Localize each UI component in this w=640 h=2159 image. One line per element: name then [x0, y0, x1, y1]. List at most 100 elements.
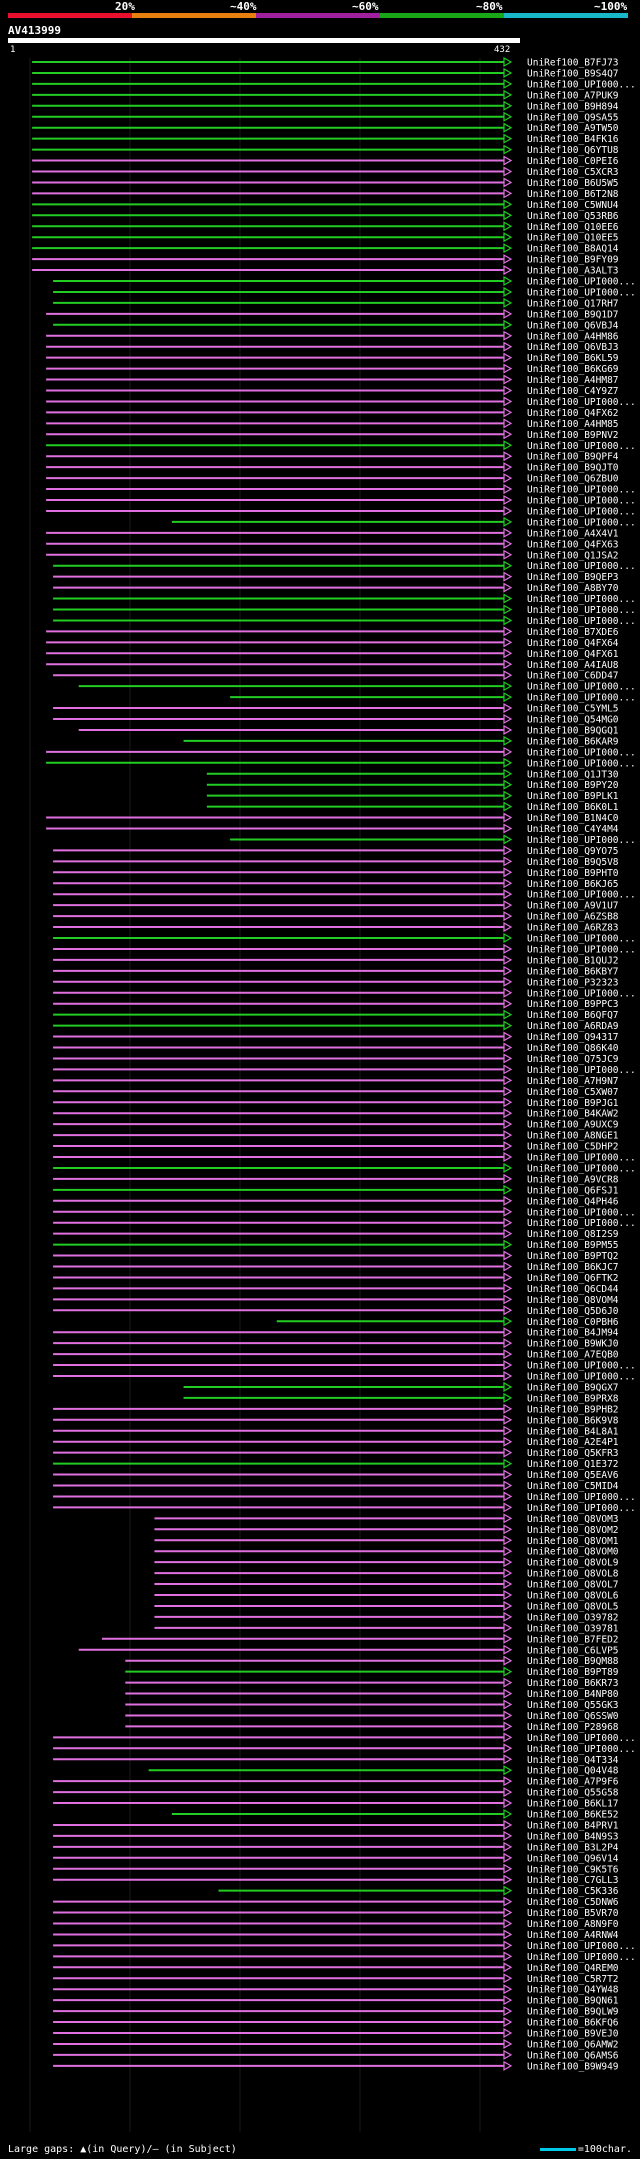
hit-label: UniRef100_A7PUK9 [527, 90, 619, 101]
hit-arrow [503, 1622, 513, 1633]
hit-arrow [503, 177, 513, 188]
hit-label: UniRef100_UPI000... [527, 747, 636, 758]
hit-arrow [503, 1940, 513, 1951]
hit-label: UniRef100_B9H894 [527, 101, 619, 112]
hit-arrow [503, 1392, 513, 1403]
legend-scale: =100char. [539, 2144, 632, 2155]
hit-label: UniRef100_Q10EE6 [527, 222, 619, 233]
hit-label: UniRef100_C5WNU4 [527, 200, 619, 211]
hit-arrow [503, 1020, 513, 1031]
hit-arrow [503, 1141, 513, 1152]
hit-arrow [503, 1841, 513, 1852]
hit-arrow [503, 1414, 513, 1425]
hit-label: UniRef100_C6DD47 [527, 671, 619, 682]
hit-label: UniRef100_Q8VOM2 [527, 1525, 619, 1536]
hit-label: UniRef100_C5YML5 [527, 704, 619, 715]
hit-arrow [503, 166, 513, 177]
hit-arrow [503, 2049, 513, 2060]
legend-gaps: Large gaps: ▲(in Query)/– (in Subject) [8, 2144, 237, 2155]
hit-arrow [503, 308, 513, 319]
hit-label: UniRef100_UPI000... [527, 1733, 636, 1744]
hit-arrow [503, 2038, 513, 2049]
hit-arrow [503, 1491, 513, 1502]
hit-label: UniRef100_UPI000... [527, 693, 636, 704]
hit-arrow [503, 1589, 513, 1601]
hit-label: UniRef100_B4PRV1 [527, 1820, 619, 1831]
hit-label: UniRef100_A8BY70 [527, 583, 619, 594]
hit-label: UniRef100_B4L8A1 [527, 1426, 619, 1437]
hit-label: UniRef100_B6K0L1 [527, 802, 619, 813]
hit-arrow [503, 911, 513, 922]
hit-label: UniRef100_B9FY09 [527, 255, 619, 266]
hit-label: UniRef100_Q6FSJ1 [527, 1185, 619, 1196]
scale-segment [8, 13, 132, 18]
hit-arrow [503, 111, 513, 122]
hit-label: UniRef100_B3L2P4 [527, 1842, 619, 1853]
hit-arrow [503, 1557, 513, 1568]
identity-scale: 20% ~40% ~60% ~80% ~100% [0, 0, 640, 20]
hit-arrow [503, 265, 513, 276]
hit-label: UniRef100_UPI000... [527, 561, 636, 572]
hit-arrow [503, 1119, 513, 1130]
hit-label: UniRef100_UPI000... [527, 1163, 636, 1174]
hit-label: UniRef100_A9UXC9 [527, 1120, 619, 1131]
hit-arrow [503, 1513, 513, 1524]
hit-arrow [503, 1064, 513, 1075]
hit-label: UniRef100_B6KL17 [527, 1799, 619, 1810]
hit-arrow [503, 1776, 513, 1787]
hit-label: UniRef100_UPI000... [527, 397, 636, 408]
hit-label: UniRef100_A7H9N7 [527, 1076, 619, 1087]
hit-label: UniRef100_Q4T334 [527, 1755, 619, 1766]
hit-arrow [503, 1151, 513, 1163]
hit-label: UniRef100_Q6VBJ4 [527, 320, 619, 331]
hit-arrow [503, 1031, 513, 1042]
hit-arrow [503, 615, 513, 626]
hit-label: UniRef100_A6RZ83 [527, 923, 619, 934]
hit-arrow [503, 100, 513, 111]
hit-arrow [503, 1633, 513, 1644]
hit-label: UniRef100_A4X4V1 [527, 528, 619, 539]
hit-label: UniRef100_B9W949 [527, 2061, 619, 2072]
hit-arrow [503, 1852, 513, 1863]
hit-label: UniRef100_UPI000... [527, 1065, 636, 1076]
hit-arrow [503, 560, 513, 571]
hit-label: UniRef100_UPI000... [527, 506, 636, 517]
hit-arrow [503, 538, 513, 549]
scale-label: ~100% [594, 0, 628, 13]
hit-arrow [503, 1600, 513, 1611]
hit-arrow [503, 527, 513, 538]
hit-arrow [503, 648, 513, 659]
hit-label: UniRef100_UPI000... [527, 1941, 636, 1952]
hit-arrow [503, 1349, 513, 1360]
hit-label: UniRef100_Q6SSW0 [527, 1711, 619, 1722]
hit-label: UniRef100_B6U5W5 [527, 178, 619, 189]
query-end-label: 432 [494, 45, 510, 55]
hit-arrow [503, 494, 513, 506]
hit-label: UniRef100_UPI000... [527, 1744, 636, 1755]
hit-label: UniRef100_C5R7T2 [527, 1974, 619, 1985]
hit-arrow [503, 352, 513, 363]
hit-label: UniRef100_B6KR73 [527, 1678, 619, 1689]
hit-label: UniRef100_B9QJT0 [527, 463, 619, 474]
hit-arrow [503, 67, 513, 78]
hit-label: UniRef100_A8NGE1 [527, 1131, 619, 1142]
hit-arrow [503, 1896, 513, 1907]
hit-label: UniRef100_B4NP80 [527, 1689, 619, 1700]
hit-arrow [503, 604, 513, 615]
hit-label: UniRef100_B4FK16 [527, 134, 619, 145]
hit-arrow [503, 582, 513, 593]
hit-arrow [503, 1502, 513, 1513]
hit-label: UniRef100_B7FED2 [527, 1634, 619, 1645]
hit-arrow [503, 243, 513, 254]
hit-arrow [503, 713, 513, 725]
hit-label: UniRef100_B9QLW9 [527, 2007, 619, 2018]
hit-arrow [503, 1480, 513, 1491]
hit-label: UniRef100_Q96V14 [527, 1853, 619, 1864]
hit-arrow [503, 1108, 513, 1119]
hit-label: UniRef100_A4HM87 [527, 375, 619, 386]
hit-label: UniRef100_B6KBY7 [527, 966, 619, 977]
hit-label: UniRef100_B9Q1D7 [527, 309, 619, 320]
hit-arrow [503, 122, 513, 133]
hit-label: UniRef100_Q94317 [527, 1032, 619, 1043]
hit-arrow [503, 659, 513, 670]
